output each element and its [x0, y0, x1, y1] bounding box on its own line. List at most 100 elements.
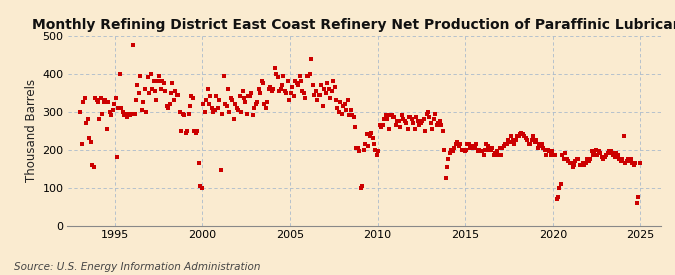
Point — [430, 111, 441, 116]
Point — [595, 151, 605, 156]
Point — [331, 98, 342, 103]
Point — [404, 115, 414, 120]
Point — [208, 109, 219, 114]
Point — [213, 106, 223, 110]
Point — [340, 102, 350, 106]
Point — [198, 102, 209, 106]
Point — [105, 109, 115, 114]
Point — [424, 115, 435, 120]
Point — [196, 185, 207, 190]
Point — [205, 94, 216, 99]
Point — [538, 145, 549, 150]
Point — [167, 81, 178, 85]
Point — [502, 142, 512, 146]
Point — [479, 147, 490, 152]
Point — [134, 90, 144, 95]
Point — [165, 90, 176, 95]
Point — [80, 96, 90, 101]
Point — [392, 119, 403, 123]
Point — [336, 111, 347, 116]
Point — [325, 96, 335, 101]
Point — [307, 83, 318, 87]
Point — [195, 183, 206, 188]
Point — [182, 128, 192, 133]
Point — [554, 185, 565, 190]
Point — [75, 109, 86, 114]
Point — [176, 128, 187, 133]
Point — [155, 87, 166, 91]
Point — [553, 195, 564, 199]
Point — [371, 153, 382, 158]
Point — [159, 81, 169, 85]
Point — [544, 149, 555, 154]
Point — [352, 145, 363, 150]
Point — [342, 98, 353, 103]
Point — [326, 89, 337, 93]
Point — [620, 161, 630, 165]
Point — [300, 96, 310, 101]
Point — [250, 102, 261, 106]
Point — [468, 144, 479, 148]
Point — [90, 96, 101, 101]
Point — [84, 136, 95, 141]
Point — [448, 149, 458, 154]
Point — [308, 92, 319, 97]
Point — [259, 102, 270, 106]
Point — [383, 126, 394, 131]
Point — [173, 92, 184, 97]
Point — [116, 106, 127, 110]
Point — [618, 134, 629, 139]
Point — [313, 92, 324, 97]
Point — [219, 102, 230, 106]
Point — [516, 130, 527, 135]
Point — [154, 73, 165, 78]
Point — [364, 134, 375, 139]
Point — [446, 147, 457, 152]
Point — [174, 109, 185, 114]
Point — [582, 157, 593, 161]
Point — [225, 96, 236, 101]
Point — [142, 75, 153, 80]
Point — [608, 153, 619, 158]
Point — [416, 119, 427, 123]
Point — [532, 145, 543, 150]
Point — [472, 149, 483, 154]
Point — [470, 142, 481, 146]
Point — [298, 90, 309, 95]
Point — [240, 100, 251, 104]
Point — [603, 149, 614, 154]
Point — [291, 81, 302, 85]
Point — [332, 106, 343, 110]
Point — [217, 111, 227, 116]
Point — [386, 113, 397, 118]
Point — [385, 113, 396, 118]
Point — [414, 123, 425, 127]
Point — [593, 149, 604, 154]
Point — [537, 142, 547, 146]
Point — [396, 113, 407, 118]
Point — [233, 108, 244, 112]
Point — [88, 164, 99, 169]
Point — [243, 94, 254, 99]
Point — [518, 132, 529, 137]
Point — [150, 89, 161, 93]
Point — [179, 113, 190, 118]
Point — [327, 79, 338, 84]
Point — [607, 151, 618, 156]
Point — [488, 153, 499, 158]
Point — [146, 87, 157, 91]
Point — [465, 145, 476, 150]
Point — [97, 111, 108, 116]
Point — [282, 79, 293, 84]
Point — [141, 109, 152, 114]
Point — [577, 161, 588, 165]
Point — [592, 153, 603, 158]
Point — [483, 144, 493, 148]
Point — [523, 142, 534, 146]
Point — [617, 157, 628, 161]
Point — [535, 144, 546, 148]
Point — [443, 157, 454, 161]
Point — [410, 126, 421, 131]
Point — [628, 163, 639, 167]
Point — [354, 149, 364, 154]
